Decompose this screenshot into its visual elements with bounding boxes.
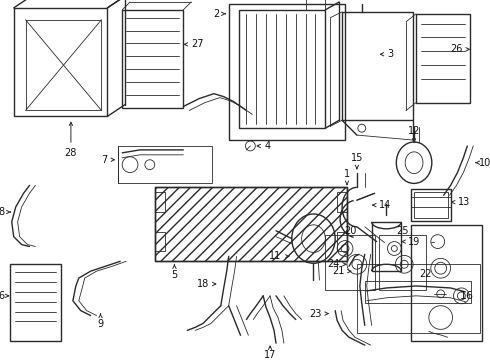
Text: 16: 16 — [460, 291, 474, 301]
Text: 28: 28 — [65, 122, 77, 158]
Bar — [414, 192, 447, 218]
Text: 2: 2 — [214, 9, 225, 19]
Bar — [411, 225, 482, 341]
Text: 26: 26 — [450, 44, 469, 54]
Text: 17: 17 — [264, 346, 276, 360]
Text: 10: 10 — [476, 158, 490, 168]
Text: 1: 1 — [344, 168, 350, 184]
Bar — [155, 232, 165, 251]
Text: 27: 27 — [184, 39, 203, 49]
Text: 18: 18 — [197, 279, 216, 289]
Text: 19: 19 — [402, 237, 420, 247]
Bar — [14, 8, 107, 116]
Bar — [239, 10, 325, 128]
Text: 8: 8 — [0, 207, 10, 217]
Bar — [155, 192, 165, 212]
Bar — [118, 146, 212, 183]
Bar — [416, 14, 470, 103]
Bar — [122, 10, 183, 108]
Bar — [325, 235, 375, 290]
Text: 25: 25 — [396, 226, 409, 236]
Bar — [10, 264, 61, 341]
Bar — [306, 0, 325, 10]
Text: 13: 13 — [452, 197, 470, 207]
Bar — [371, 222, 401, 271]
Text: 6: 6 — [0, 291, 9, 301]
Text: 3: 3 — [380, 49, 393, 59]
Bar — [342, 12, 413, 120]
Text: 22: 22 — [419, 269, 432, 279]
Bar — [155, 187, 347, 261]
Text: 15: 15 — [351, 153, 363, 169]
Bar — [365, 281, 471, 303]
Text: 11: 11 — [269, 251, 289, 261]
Bar — [155, 187, 347, 261]
Bar — [25, 20, 101, 111]
Text: 9: 9 — [98, 314, 103, 329]
Text: 21: 21 — [332, 266, 351, 276]
Bar — [229, 4, 345, 140]
Text: 23: 23 — [309, 309, 328, 319]
Text: 14: 14 — [373, 200, 392, 210]
Text: 4: 4 — [257, 141, 270, 151]
Bar — [379, 235, 426, 290]
Text: 20: 20 — [344, 226, 356, 236]
Text: 12: 12 — [408, 126, 420, 142]
Bar — [411, 189, 450, 221]
Text: 24: 24 — [327, 259, 346, 269]
Bar — [337, 232, 347, 251]
Bar — [357, 264, 480, 333]
Bar — [337, 192, 347, 212]
Text: 5: 5 — [172, 265, 177, 280]
Text: 7: 7 — [101, 155, 114, 165]
